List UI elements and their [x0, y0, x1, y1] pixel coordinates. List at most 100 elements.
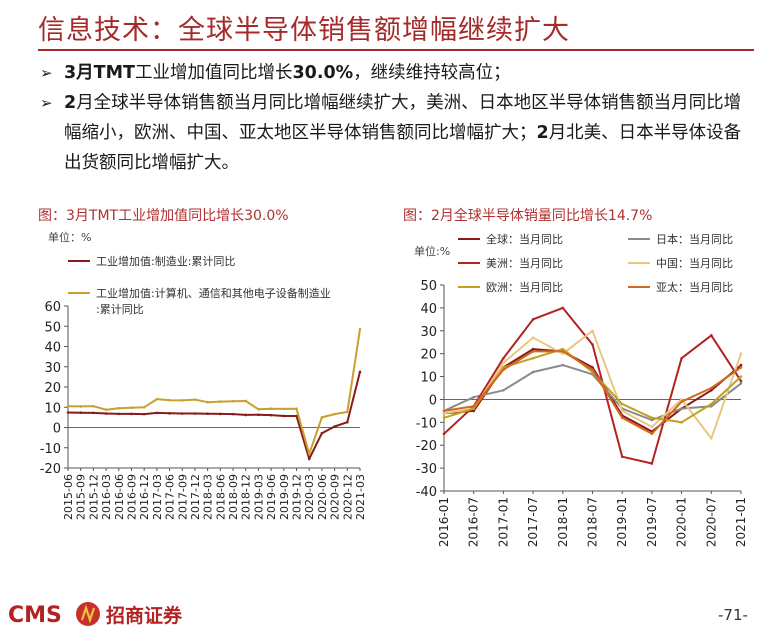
x-tick-label: 2018-03 — [202, 474, 215, 520]
x-tick-label: 2019-12 — [291, 474, 304, 520]
x-tick-label: 2016-07 — [467, 497, 481, 547]
series-line — [443, 350, 742, 435]
data-point — [591, 368, 594, 371]
bullet-text: 工业增加值同比增长 — [134, 63, 293, 83]
chart-title-right: 图：2月全球半导体销量同比增长14.7% — [403, 208, 653, 224]
data-point — [442, 416, 446, 420]
bullet-bold: 30.0% — [292, 63, 354, 83]
data-point — [333, 412, 336, 416]
data-point — [442, 409, 446, 413]
data-point — [739, 379, 743, 383]
x-tick-label: 2016-06 — [113, 474, 126, 520]
data-point — [142, 412, 146, 416]
x-tick-label: 2016-01 — [437, 497, 451, 547]
data-point — [680, 356, 683, 360]
data-point — [130, 412, 133, 416]
data-point — [680, 407, 683, 410]
data-point — [320, 416, 324, 419]
x-tick-label: 2020-03 — [303, 474, 316, 520]
data-point — [282, 407, 286, 411]
x-tick-label: 2020-01 — [675, 497, 689, 547]
data-point — [710, 388, 713, 392]
data-point — [333, 425, 336, 428]
y-tick-label: -20 — [416, 439, 437, 454]
x-tick-label: 2019-07 — [645, 497, 659, 547]
data-point — [219, 400, 222, 403]
y-tick-label: 10 — [420, 371, 437, 386]
data-point — [320, 431, 324, 435]
data-point — [710, 334, 713, 337]
data-point — [680, 400, 683, 404]
data-point — [739, 366, 743, 369]
data-point — [269, 413, 273, 417]
data-point — [295, 407, 298, 410]
arrow-bullet-icon: ➢ — [40, 94, 53, 112]
x-tick-label: 2020-09 — [329, 474, 342, 520]
data-point — [472, 409, 475, 413]
data-point — [168, 412, 171, 415]
data-point — [472, 395, 475, 399]
data-point — [739, 363, 743, 367]
legend-label: 日本：当月同比 — [656, 232, 733, 246]
x-tick-label: 2016-09 — [125, 474, 138, 520]
data-point — [531, 370, 535, 374]
y-tick-label: 30 — [420, 325, 437, 340]
data-point — [346, 420, 349, 424]
data-point — [231, 412, 235, 416]
data-point — [92, 411, 95, 415]
x-tick-label: 2016-12 — [138, 474, 151, 520]
data-point — [650, 418, 654, 422]
data-point — [650, 425, 654, 429]
x-tick-label: 2019-06 — [265, 474, 278, 520]
series-line — [67, 371, 361, 460]
data-point — [502, 368, 505, 371]
y-tick-label: 60 — [44, 300, 61, 315]
data-point — [531, 350, 535, 353]
data-point — [180, 412, 184, 415]
data-point — [531, 318, 535, 321]
data-point — [104, 412, 108, 415]
data-point — [130, 406, 133, 409]
data-point — [282, 414, 286, 418]
data-point — [472, 407, 475, 410]
data-point — [117, 406, 121, 410]
data-point — [561, 363, 565, 367]
data-point — [620, 455, 624, 458]
legend-label: 工业增加值:计算机、通信和其他电子设备制造业 — [96, 286, 331, 300]
x-tick-label: 2016-03 — [100, 474, 113, 520]
bullet-bold: 3月TMT — [64, 63, 135, 83]
data-point — [710, 386, 713, 390]
data-point — [79, 405, 82, 408]
x-tick-label: 2018-01 — [556, 497, 570, 547]
x-tick-label: 2017-09 — [176, 474, 189, 520]
bullet-text: 月北美、日本半导体设备出货额同比增幅扩大。 — [64, 123, 742, 173]
data-point — [206, 400, 209, 404]
data-point — [155, 411, 159, 415]
data-point — [92, 404, 95, 408]
y-tick-label: -20 — [40, 462, 61, 477]
y-tick-label: 0 — [429, 393, 437, 408]
y-tick-label: -10 — [40, 442, 61, 457]
data-point — [502, 366, 505, 369]
legend-label: 亚太：当月同比 — [656, 280, 733, 294]
data-point — [561, 347, 565, 351]
x-tick-label: 2018-06 — [214, 474, 227, 520]
data-point — [168, 398, 171, 402]
legend-label: 全球：当月同比 — [486, 232, 563, 246]
x-tick-label: 2019-03 — [252, 474, 265, 520]
tmt-industrial-chart: 单位：% 工业增加值:制造业:累计同比工业增加值:计算机、通信和其他电子设备制造业… — [40, 230, 367, 520]
data-point — [502, 361, 505, 365]
legend-label: 工业增加值:制造业:累计同比 — [96, 254, 235, 268]
data-point — [295, 414, 298, 418]
bullet-text: ，继续维持较高位； — [353, 63, 511, 83]
data-point — [244, 399, 248, 403]
bullet-bold: 2 — [536, 123, 549, 143]
data-point — [650, 462, 654, 465]
bullet-list: ➢ 3月TMT工业增加值同比增长30.0%，继续维持较高位； ➢ 2月全球半导体… — [40, 58, 756, 178]
data-point — [591, 366, 594, 369]
data-point — [620, 402, 624, 406]
data-point — [531, 356, 535, 360]
x-tick-label: 2021-03 — [354, 474, 367, 520]
legend-label: :累计同比 — [96, 303, 144, 316]
